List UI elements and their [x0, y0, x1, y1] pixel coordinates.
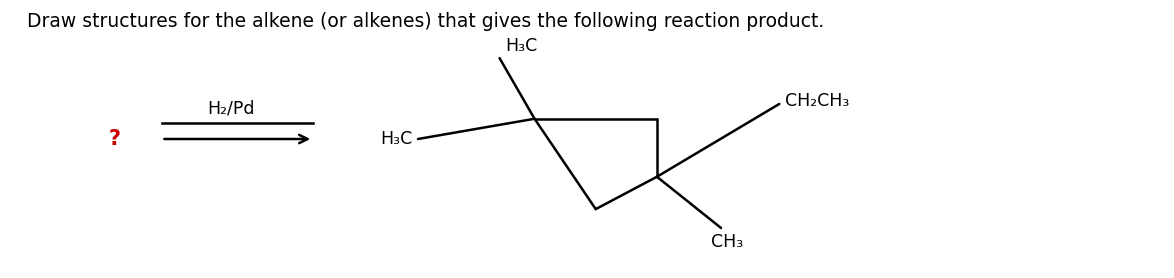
Text: ?: ? — [109, 129, 121, 149]
Text: Draw structures for the alkene (or alkenes) that gives the following reaction pr: Draw structures for the alkene (or alken… — [27, 12, 824, 31]
Text: H₃C: H₃C — [380, 130, 412, 148]
Text: H₃C: H₃C — [505, 38, 538, 55]
Text: CH₂CH₃: CH₂CH₃ — [785, 92, 850, 110]
Text: H₂/Pd: H₂/Pd — [208, 100, 255, 117]
Text: CH₃: CH₃ — [710, 234, 743, 251]
